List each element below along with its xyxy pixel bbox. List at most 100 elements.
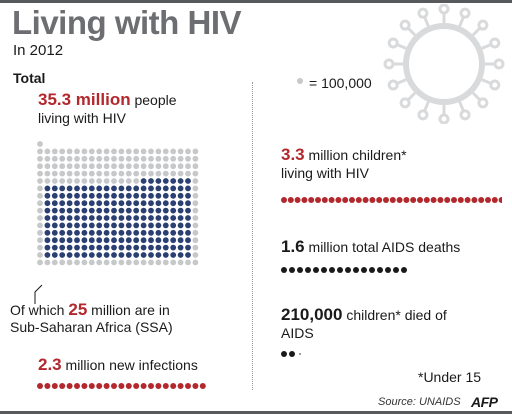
- ssa-dot: [155, 200, 162, 207]
- ssa-dot: [170, 252, 177, 258]
- total-dot: [74, 163, 80, 170]
- ssa-dot: [125, 252, 132, 258]
- children-living-value: 3.3: [281, 145, 305, 164]
- new-infection-dot: [66, 383, 73, 389]
- ssa-dot: [66, 200, 73, 207]
- new-infection-dot: [133, 383, 140, 389]
- ssa-dot: [125, 207, 132, 214]
- ssa-dot: [96, 200, 103, 207]
- total-dot: [111, 163, 117, 170]
- total-dot: [192, 163, 199, 170]
- total-dot: [185, 148, 191, 155]
- total-dot: [44, 170, 51, 177]
- ssa-dot: [170, 192, 177, 199]
- new-infection-dot: [170, 383, 177, 389]
- new-infections-text: million new infections: [61, 357, 198, 373]
- ssa-dot: [74, 207, 80, 214]
- total-dot: [96, 155, 103, 162]
- child-living-dot: [376, 197, 383, 203]
- new-infection-dot: [59, 383, 66, 389]
- ssa-dot: [185, 192, 191, 199]
- ssa-dot: [155, 207, 162, 214]
- virus-spike-knob: [387, 79, 399, 91]
- ssa-dot: [44, 229, 51, 236]
- aids-death-dot: [281, 267, 287, 273]
- ssa-dot: [140, 244, 147, 251]
- ssa-dot: [103, 222, 110, 229]
- total-dot: [37, 185, 43, 192]
- aids-deaths-stat: 1.6 million total AIDS deaths: [281, 238, 460, 256]
- ssa-dot: [148, 244, 154, 251]
- total-dot: [170, 163, 177, 170]
- total-dot: [51, 155, 58, 162]
- ssa-dot: [44, 200, 51, 207]
- ssa-dot: [185, 185, 191, 192]
- ssa-dot: [103, 244, 110, 251]
- ssa-dot: [177, 244, 184, 251]
- total-dot: [88, 155, 95, 162]
- child-living-dot: [444, 197, 451, 203]
- ssa-dot: [81, 244, 88, 251]
- ssa-dot: [185, 229, 191, 236]
- ssa-dot: [185, 222, 191, 229]
- total-dot: [44, 178, 51, 184]
- new-infection-dot: [74, 383, 80, 389]
- total-dot: [192, 185, 199, 192]
- ssa-dot: [74, 185, 80, 192]
- virus-spike-knob: [399, 19, 411, 31]
- total-dot: [192, 215, 199, 221]
- virus-spike-knob: [477, 19, 489, 31]
- ssa-dot: [125, 237, 132, 244]
- total-dot: [148, 163, 154, 170]
- ssa-dot: [140, 252, 147, 258]
- ssa-dot: [51, 200, 58, 207]
- ssa-dot: [185, 215, 191, 221]
- total-dot: [81, 148, 88, 155]
- child-living-dot: [301, 197, 308, 203]
- aids-death-dot: [289, 267, 295, 273]
- ssa-dot: [177, 215, 184, 221]
- total-dot: [51, 163, 58, 170]
- total-dot: [111, 178, 117, 184]
- total-dot: [59, 170, 66, 177]
- new-infection-dot: [44, 383, 51, 389]
- ssa-note-value: 25: [68, 300, 88, 319]
- total-dot: [140, 170, 147, 177]
- total-dot: [37, 192, 43, 199]
- ssa-dot: [162, 244, 169, 251]
- total-dot: [37, 155, 43, 162]
- ssa-dot: [170, 229, 177, 236]
- ssa-dot: [162, 200, 169, 207]
- ssa-dot: [125, 185, 132, 192]
- child-death-dot: [289, 351, 295, 357]
- total-dot: [148, 155, 154, 162]
- total-dot: [192, 222, 199, 229]
- child-living-dot: [430, 197, 437, 203]
- ssa-dot: [162, 192, 169, 199]
- new-infection-dot: [140, 383, 147, 389]
- ssa-dot: [170, 237, 177, 244]
- ssa-dot: [59, 237, 66, 244]
- total-dot: [118, 155, 125, 162]
- ssa-dot: [125, 229, 132, 236]
- total-dot: [51, 148, 58, 155]
- ssa-dot: [177, 252, 184, 258]
- ssa-dot: [148, 252, 154, 258]
- child-living-dot: [403, 197, 410, 203]
- ssa-dot: [133, 244, 140, 251]
- ssa-dot: [155, 229, 162, 236]
- total-dot: [74, 148, 80, 155]
- child-living-dot: [349, 197, 355, 203]
- ssa-dot: [162, 178, 169, 184]
- total-dot: [103, 163, 110, 170]
- total-dot: [96, 178, 103, 184]
- total-dot: [111, 155, 117, 162]
- ssa-dot: [59, 244, 66, 251]
- ssa-dot: [140, 200, 147, 207]
- total-dot: [133, 178, 140, 184]
- aids-death-dot: [369, 267, 375, 273]
- total-dot: [155, 148, 162, 155]
- total-dot: [170, 148, 177, 155]
- total-dot: [103, 155, 110, 162]
